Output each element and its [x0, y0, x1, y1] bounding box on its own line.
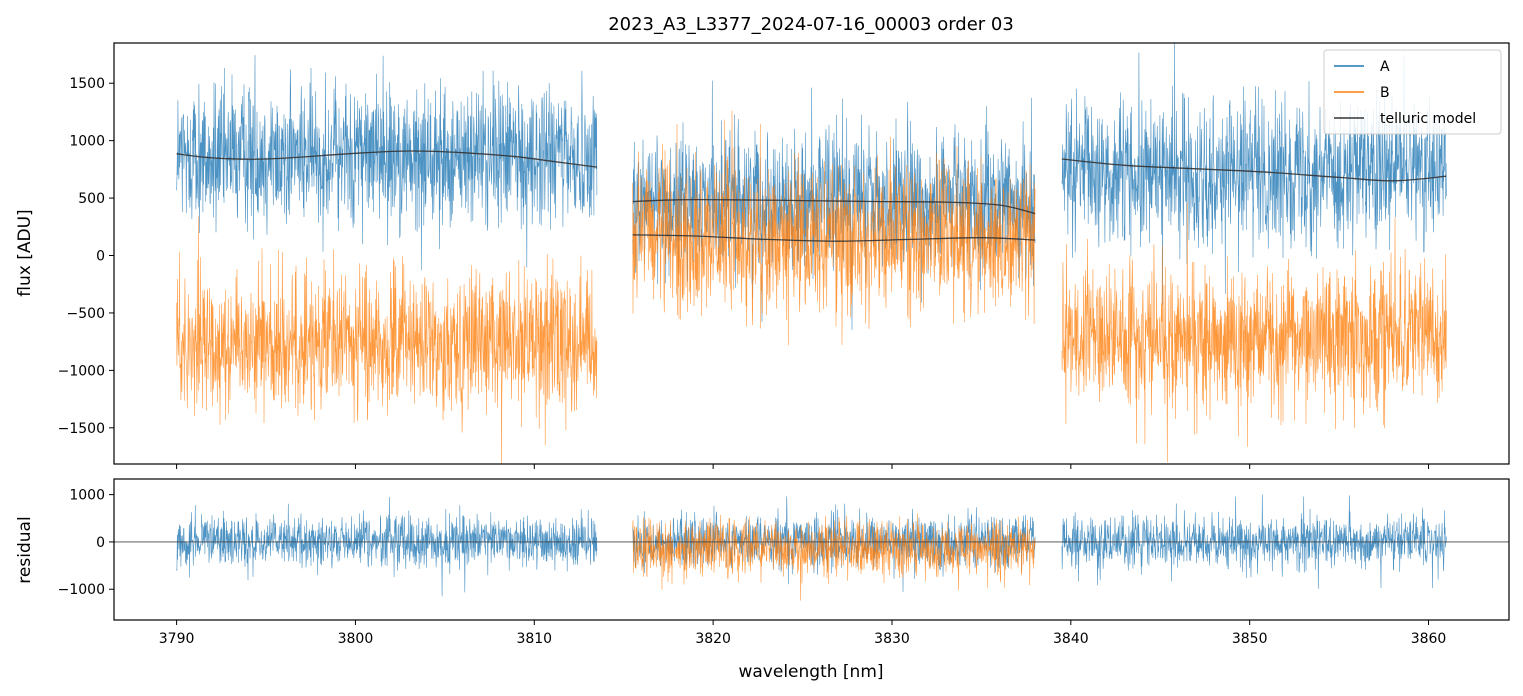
- flux-y-tick-label: 500: [78, 191, 105, 207]
- chart-title: 2023_A3_L3377_2024-07-16_00003 order 03: [608, 14, 1014, 35]
- flux-y-tick-label: −1000: [58, 363, 105, 379]
- telluric-model-curve-1: [632, 198, 1036, 215]
- legend-box: [1323, 49, 1502, 135]
- flux-y-tick-label: −500: [67, 306, 105, 322]
- top-series-a-segment-1: [632, 80, 1036, 330]
- telluric-model-curve-2: [632, 234, 1036, 242]
- bottom-series-a-segment-2: [1061, 494, 1447, 589]
- legend: A B telluric model: [1323, 49, 1502, 135]
- residual-x-tick-label: 3790: [159, 631, 195, 647]
- flux-series-group: [176, 43, 1447, 464]
- residual-y-tick-label: 1000: [69, 488, 105, 504]
- top-series-b-segment-2: [1061, 202, 1447, 463]
- bottom-series-b-segment-0: [632, 513, 1036, 601]
- top-series-a-segment-0: [176, 55, 598, 271]
- residual-x-ticks: 3790 3800 3810 3820 3830 3840 3850 3860: [159, 620, 1447, 647]
- residual-y-axis-label: residual: [15, 516, 35, 583]
- residual-x-tick-label: 3830: [874, 631, 910, 647]
- flux-x-ticks: [176, 464, 1430, 469]
- flux-y-tick-label: 1500: [69, 76, 105, 92]
- top-series-a-segment-2: [1061, 43, 1447, 306]
- flux-y-tick-label: 0: [96, 249, 105, 265]
- residual-y-ticks: −1000 0 1000: [58, 488, 114, 598]
- legend-label-a: A: [1380, 59, 1390, 75]
- residual-y-tick-label: −1000: [58, 582, 105, 598]
- residual-x-axis-label: wavelength [nm]: [738, 662, 883, 682]
- residual-x-tick-label: 3850: [1232, 631, 1268, 647]
- flux-y-tick-label: 1000: [69, 134, 105, 150]
- residual-x-tick-label: 3860: [1411, 631, 1447, 647]
- flux-axes-frame: [113, 42, 1510, 465]
- residual-x-tick-label: 3800: [338, 631, 374, 647]
- top-series-b-segment-1: [632, 110, 1036, 346]
- residual-y-tick-label: 0: [96, 535, 105, 551]
- telluric-model-curve-0: [176, 150, 597, 168]
- telluric-model-curve-3: [1061, 158, 1447, 182]
- residual-x-tick-label: 3840: [1053, 631, 1089, 647]
- flux-y-ticks: −1500 −1000 −500 0 500 1000 1500: [58, 76, 114, 437]
- residual-axes-frame: [113, 478, 1510, 621]
- flux-y-axis-label: flux [ADU]: [15, 209, 35, 296]
- bottom-series-a-segment-0: [176, 496, 598, 597]
- flux-panel: −1500 −1000 −500 0 500 1000 1500 flux [ADU]: [15, 42, 1510, 469]
- top-series-b-segment-0: [176, 216, 598, 464]
- flux-y-tick-label: −1500: [58, 421, 105, 437]
- legend-label-telluric: telluric model: [1380, 111, 1476, 127]
- residual-series-group: [114, 494, 1509, 601]
- legend-label-b: B: [1380, 85, 1390, 101]
- residual-x-tick-label: 3810: [516, 631, 552, 647]
- residual-x-tick-label: 3820: [695, 631, 731, 647]
